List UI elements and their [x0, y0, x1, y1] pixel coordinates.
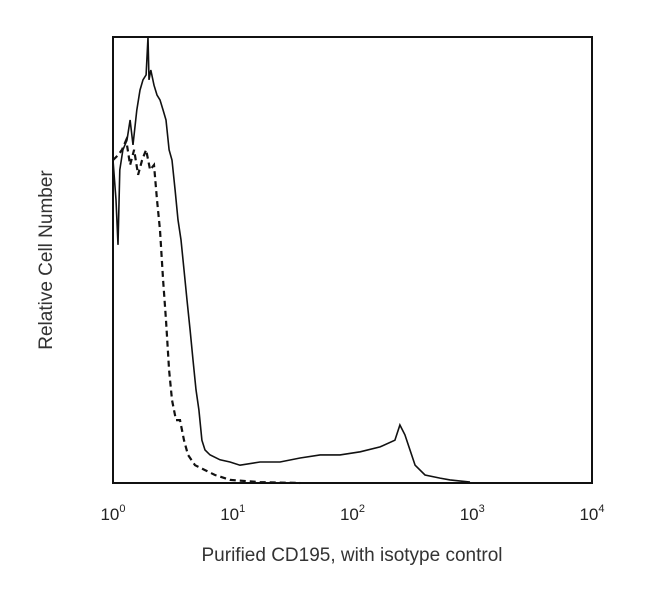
x-tick-layer: 100 101 102 103 104: [100, 503, 604, 524]
plot-frame: [112, 36, 593, 484]
x-tick-label: 102: [340, 503, 365, 524]
x-axis-label: Purified CD195, with isotype control: [202, 545, 503, 566]
y-axis-label: Relative Cell Number: [36, 170, 57, 350]
x-tick-label: 104: [579, 503, 604, 524]
series-isotype-control-line: [112, 136, 301, 485]
series-cd195-line: [112, 36, 471, 483]
x-tick-label: 103: [460, 503, 485, 524]
x-tick-label: 101: [220, 503, 245, 524]
series-layer: [112, 36, 471, 485]
x-tick-label: 100: [100, 503, 125, 524]
